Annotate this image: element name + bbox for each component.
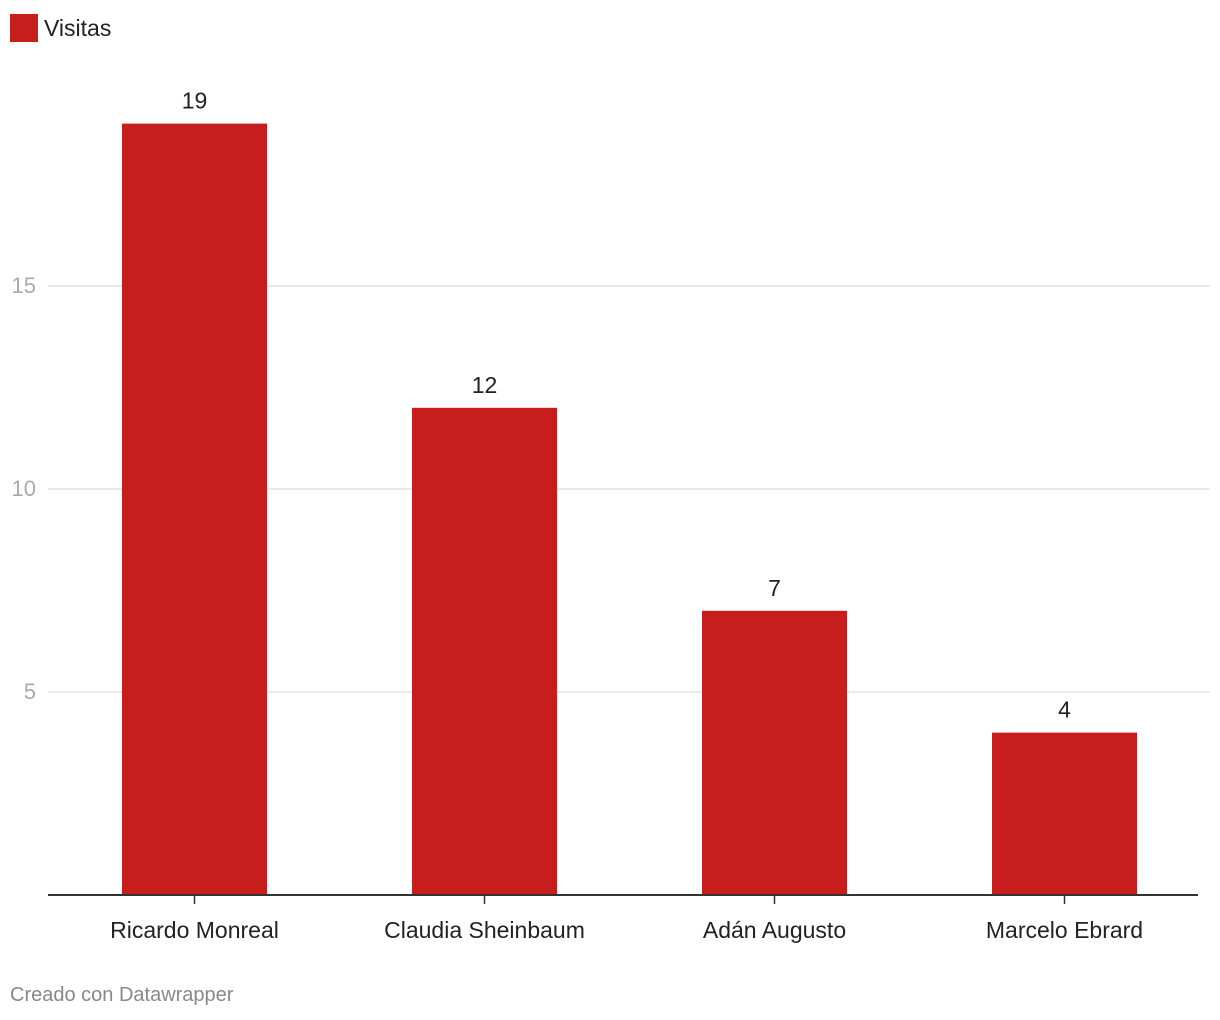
legend-label: Visitas: [44, 14, 112, 41]
label-layer: 5 10 15 19 Ricardo Monreal 12 Claudia Sheinbau…: [12, 88, 1144, 943]
data-label: 12: [472, 372, 498, 398]
bar: [702, 610, 847, 895]
y-tick-label: 10: [12, 476, 36, 501]
legend-swatch: [10, 14, 38, 42]
bar-layer: [122, 123, 1137, 896]
x-tick-label: Ricardo Monreal: [110, 917, 279, 943]
y-tick-label: 5: [24, 679, 36, 704]
bar: [412, 407, 557, 895]
credit-text: Creado con Datawrapper: [10, 984, 234, 1006]
x-tick-label: Claudia Sheinbaum: [384, 917, 585, 943]
data-label: 19: [182, 88, 208, 114]
legend: Visitas: [10, 14, 111, 42]
x-axis: [48, 894, 1198, 904]
y-tick-label: 15: [12, 273, 36, 298]
data-label: 4: [1058, 697, 1071, 723]
data-label: 7: [768, 575, 781, 601]
x-tick-label: Adán Augusto: [703, 917, 846, 943]
bar: [122, 123, 267, 896]
x-tick-label: Marcelo Ebrard: [986, 917, 1143, 943]
bar: [992, 732, 1137, 895]
